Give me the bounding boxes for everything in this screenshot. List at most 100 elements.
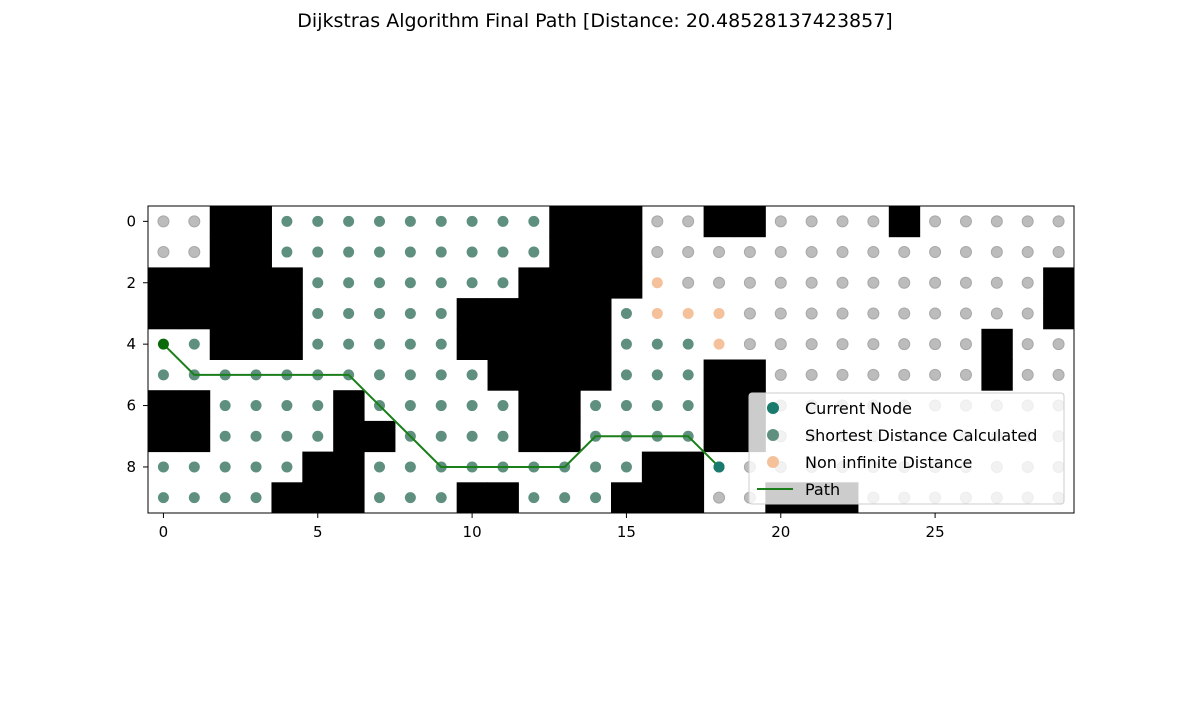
shortest-distance-calculated-point: [404, 246, 416, 258]
obstacle-cell: [148, 267, 180, 299]
shortest-distance-calculated-point: [404, 369, 416, 381]
shortest-distance-calculated-point: [250, 461, 262, 473]
shortest-distance-calculated-point: [620, 338, 632, 350]
y-tick-label: 0: [126, 212, 136, 230]
obstacle-cell: [333, 390, 365, 422]
plot-frame: [147, 205, 1075, 514]
legend-label: Shortest Distance Calculated: [805, 426, 1037, 445]
obstacle-cell: [703, 390, 735, 422]
y-tick-label: 2: [126, 274, 136, 292]
shortest-distance-calculated-point: [435, 369, 447, 381]
obstacle-cell: [148, 298, 180, 330]
unvisited-node-point: [929, 276, 942, 289]
unvisited-node-point: [836, 215, 849, 228]
unvisited-node-point: [743, 307, 756, 320]
unvisited-node-point: [929, 215, 942, 228]
shortest-distance-calculated-point: [250, 492, 262, 504]
unvisited-node-point: [867, 246, 880, 259]
unvisited-node-point: [713, 276, 726, 289]
shortest-distance-calculated-point: [281, 246, 293, 258]
unvisited-node-point: [867, 338, 880, 351]
shortest-distance-calculated-point: [466, 369, 478, 381]
obstacle-cell: [456, 298, 489, 330]
obstacle-cell: [240, 236, 272, 268]
shortest-distance-calculated-point: [620, 400, 632, 412]
obstacle-cell: [333, 420, 365, 453]
shortest-distance-calculated-point: [343, 277, 355, 289]
unvisited-node-point: [990, 307, 1003, 320]
obstacle-cell: [518, 390, 550, 422]
obstacle-cell: [518, 267, 550, 299]
obstacle-cell: [518, 359, 550, 391]
shortest-distance-calculated-point: [404, 277, 416, 289]
shortest-distance-calculated-point: [682, 369, 694, 381]
shortest-distance-calculated-point: [404, 215, 416, 227]
unvisited-node-point: [1021, 246, 1034, 259]
shortest-distance-calculated-point: [343, 246, 355, 258]
shortest-distance-calculated-point: [466, 277, 478, 289]
unvisited-node-point: [959, 368, 972, 381]
unvisited-node-point: [157, 215, 170, 228]
unvisited-node-point: [743, 246, 756, 259]
unvisited-node-point: [1052, 338, 1065, 351]
shortest-distance-calculated-point: [590, 400, 602, 412]
obstacle-cell: [672, 451, 705, 483]
unvisited-node-point: [959, 338, 972, 351]
obstacle-cell: [1043, 267, 1075, 299]
obstacle-cell: [549, 298, 581, 330]
unvisited-node-point: [188, 215, 201, 228]
unvisited-node-point: [898, 307, 911, 320]
shortest-distance-calculated-point: [497, 400, 509, 412]
unvisited-node-point: [774, 307, 787, 320]
unvisited-node-point: [990, 246, 1003, 259]
obstacle-cell: [209, 298, 242, 330]
shortest-distance-calculated-point: [559, 492, 571, 504]
shortest-distance-calculated-point: [374, 246, 385, 258]
shortest-distance-calculated-point: [188, 492, 200, 504]
non-infinite-distance-point: [651, 277, 663, 289]
shortest-distance-calculated-point: [219, 430, 231, 442]
unvisited-node-point: [1052, 215, 1065, 228]
unvisited-node-point: [805, 368, 818, 381]
non-infinite-distance-point: [651, 307, 663, 319]
legend-marker: [767, 429, 779, 441]
shortest-distance-calculated-point: [281, 400, 293, 412]
obstacle-cell: [611, 206, 643, 238]
obstacle-cell: [302, 482, 334, 514]
legend-box: [748, 392, 1065, 505]
y-tick-label: 8: [126, 458, 136, 476]
x-tick-label: 10: [463, 523, 482, 541]
obstacle-cell: [487, 298, 519, 330]
obstacle-layer: [148, 206, 1075, 514]
unvisited-node-point: [836, 368, 849, 381]
obstacle-cell: [240, 206, 272, 238]
obstacle-cell: [240, 298, 272, 330]
unvisited-node-point: [805, 215, 818, 228]
y-tick-label: 4: [126, 335, 136, 353]
shortest-distance-calculated-point: [435, 338, 447, 350]
unvisited-node-point: [990, 215, 1003, 228]
obstacle-cell: [580, 328, 612, 360]
obstacle-cell: [271, 482, 303, 514]
x-tick-label: 5: [313, 523, 323, 541]
shortest-distance-calculated-point: [466, 246, 478, 258]
obstacle-cell: [549, 236, 581, 268]
unvisited-node-point: [682, 276, 695, 289]
unvisited-node-point: [1052, 368, 1065, 381]
unvisited-node-point: [774, 215, 787, 228]
shortest-distance-calculated-point: [219, 461, 231, 473]
unvisited-node-point: [743, 276, 756, 289]
unvisited-node-point: [959, 307, 972, 320]
shortest-distance-calculated-point: [219, 492, 231, 504]
obstacle-cell: [703, 420, 735, 453]
obstacle-cell: [549, 206, 581, 238]
shortest-distance-calculated-point: [281, 461, 293, 473]
obstacle-cell: [611, 267, 643, 299]
obstacle-cell: [240, 328, 272, 360]
shortest-distance-calculated-point: [157, 461, 169, 473]
unvisited-node-point: [774, 338, 787, 351]
obstacle-cell: [580, 267, 612, 299]
chart-title: Dijkstras Algorithm Final Path [Distance…: [297, 10, 892, 32]
unvisited-node-point: [1021, 368, 1034, 381]
